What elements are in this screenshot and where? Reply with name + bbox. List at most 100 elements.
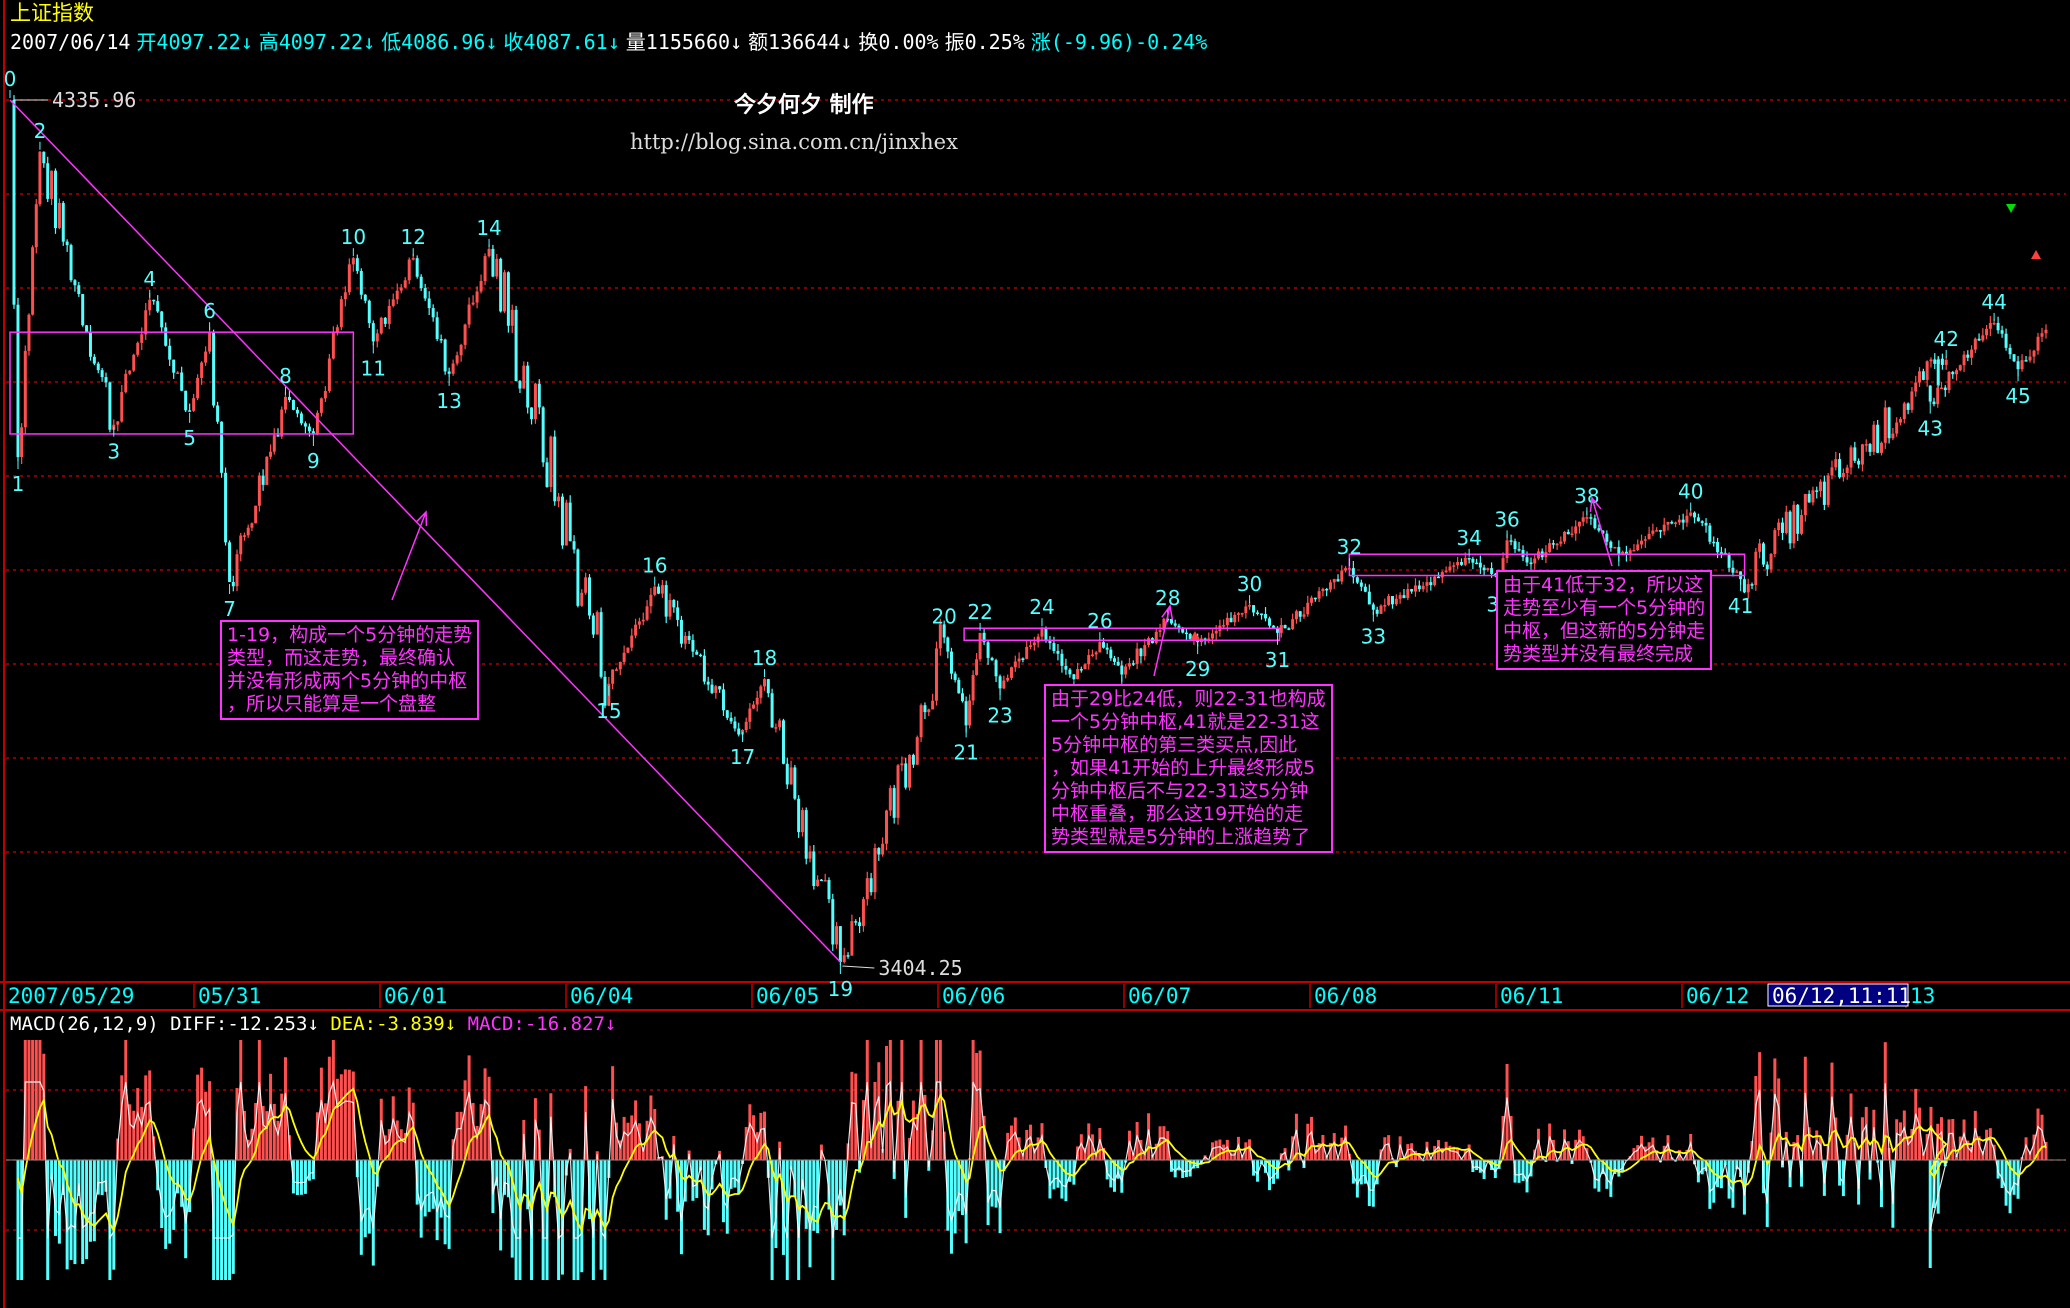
- candle-body: [978, 632, 982, 660]
- candle-body: [1102, 642, 1106, 648]
- candle-body: [415, 258, 419, 277]
- candle-body: [367, 300, 371, 324]
- candle-body: [359, 270, 363, 295]
- macd-bar: [785, 1160, 789, 1280]
- candle-body: [1090, 654, 1094, 656]
- pivot-label-21: 21: [953, 740, 978, 764]
- candle-body: [307, 426, 311, 432]
- zhongshu-box-1: [9, 331, 355, 435]
- candle-body: [1939, 387, 1943, 390]
- candle-body: [1363, 586, 1367, 592]
- candle-body: [1636, 544, 1640, 551]
- candle-body: [1548, 543, 1552, 553]
- macd-bar: [399, 1129, 403, 1160]
- candle-body: [1276, 627, 1280, 633]
- macd-bar: [1210, 1142, 1214, 1160]
- candle-body: [327, 358, 331, 392]
- macd-bar: [455, 1111, 459, 1160]
- candle-body: [778, 720, 782, 728]
- candle-body: [518, 381, 522, 389]
- candle-body: [1758, 543, 1762, 552]
- macd-bar: [299, 1160, 303, 1195]
- candle-body: [752, 704, 756, 709]
- candle-body: [1777, 522, 1781, 531]
- candle-body: [451, 363, 455, 374]
- low-marker-line: [842, 965, 875, 969]
- macd-bar: [391, 1096, 395, 1160]
- candle-body: [1559, 541, 1563, 544]
- candle-body: [514, 309, 518, 382]
- candle-body: [57, 202, 61, 229]
- candle-body: [1421, 585, 1425, 590]
- candle-body: [1486, 568, 1490, 571]
- candle-body: [1229, 617, 1233, 623]
- candle-body: [220, 421, 224, 473]
- candle-body: [1017, 658, 1021, 662]
- candle-body: [1872, 424, 1876, 452]
- macd-bar: [395, 1120, 399, 1160]
- macd-bar: [1482, 1160, 1486, 1179]
- candle-body: [1700, 521, 1704, 523]
- candle-body: [85, 325, 89, 333]
- candle-body: [634, 624, 638, 636]
- candle-body: [919, 705, 923, 738]
- candle-body: [1248, 605, 1252, 607]
- macd-bar: [164, 1160, 168, 1249]
- macd-bar: [1218, 1139, 1222, 1160]
- macd-bar: [168, 1160, 172, 1244]
- candle-body: [403, 280, 407, 288]
- macd-bar: [1181, 1160, 1185, 1178]
- macd-bar: [1351, 1160, 1355, 1184]
- candle-body: [1402, 595, 1406, 598]
- macd-bar: [1955, 1155, 1959, 1160]
- candle-body: [1244, 606, 1248, 614]
- candle-body: [1177, 625, 1181, 628]
- candle-body: [1803, 493, 1807, 516]
- macd-bar: [1921, 1153, 1925, 1160]
- macd-bar: [1566, 1141, 1570, 1160]
- candle-body: [96, 363, 100, 371]
- candle-body: [1056, 650, 1060, 654]
- macd-bar: [759, 1112, 763, 1160]
- candle-body: [1628, 550, 1632, 555]
- candle-body: [1147, 638, 1151, 646]
- pivot-label-43: 43: [1918, 417, 1943, 441]
- candle-body: [1685, 515, 1689, 523]
- candle-body: [1910, 391, 1914, 410]
- pivot-label-6: 6: [203, 299, 216, 323]
- macd-bar: [1321, 1134, 1325, 1160]
- candle-body: [1849, 447, 1853, 468]
- macd-bar: [1363, 1160, 1367, 1184]
- macd-bar: [978, 1050, 982, 1160]
- candle-body: [808, 851, 812, 859]
- macd-bar: [443, 1160, 447, 1245]
- candle-body: [1222, 625, 1226, 627]
- note-1-19-arrow-head: [415, 510, 428, 527]
- macd-bar: [65, 1160, 69, 1270]
- candle-body: [1072, 674, 1076, 680]
- candle-body: [77, 285, 81, 295]
- macd-bar: [1966, 1140, 1970, 1160]
- macd-macd-value: MACD:-16.827↓: [467, 1013, 617, 1035]
- macd-bar: [1807, 1127, 1811, 1160]
- macd-bar: [1127, 1130, 1131, 1160]
- macd-bar: [331, 1040, 335, 1160]
- candle-body: [280, 409, 284, 437]
- candle-body: [1162, 618, 1166, 631]
- macd-bar: [1696, 1160, 1700, 1183]
- candle-body: [1902, 403, 1906, 420]
- candle-body: [431, 308, 435, 318]
- macd-bar: [1272, 1160, 1276, 1184]
- macd-bar: [1294, 1113, 1298, 1160]
- macd-bar: [752, 1115, 756, 1160]
- candle-body: [1448, 566, 1452, 571]
- candle-body: [660, 585, 664, 594]
- pivot-label-5: 5: [183, 426, 196, 450]
- candle-body: [1925, 361, 1929, 380]
- candle-body: [299, 413, 303, 424]
- macd-bar: [881, 1148, 885, 1160]
- x-axis-label: 06/07: [1128, 984, 1191, 1008]
- macd-bar: [53, 1160, 57, 1236]
- macd-bar: [172, 1160, 176, 1230]
